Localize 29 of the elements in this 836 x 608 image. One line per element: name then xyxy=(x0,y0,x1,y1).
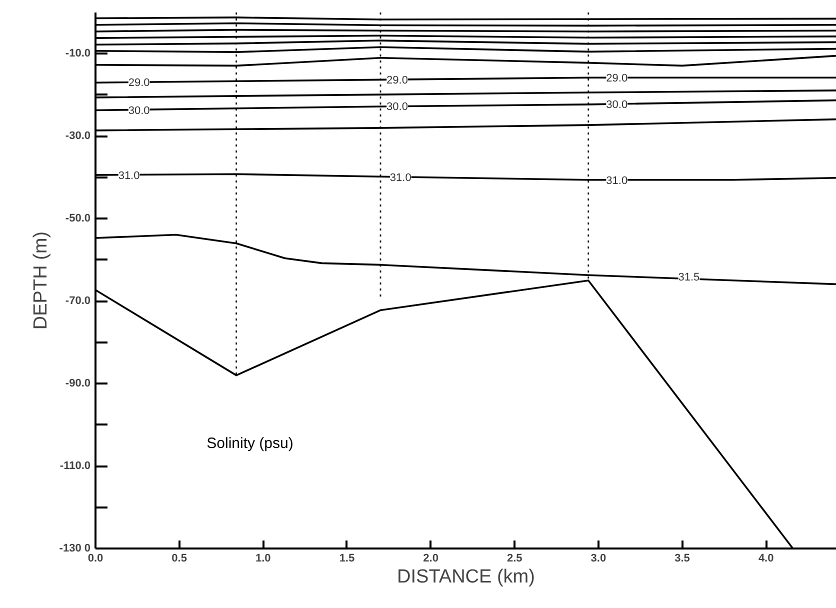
annotation: 31.0 xyxy=(390,172,412,184)
y-tick-label: -30.0 xyxy=(65,130,91,142)
x-tick-label: 1.5 xyxy=(339,552,355,564)
annotation: 29.0 xyxy=(386,74,408,86)
x-tick-label: 3.0 xyxy=(590,552,606,564)
annotation: 31.0 xyxy=(118,170,140,182)
x-tick-label: 2.5 xyxy=(506,552,522,564)
x-tick-label: 2.0 xyxy=(423,552,438,564)
x-tick-label: 3.5 xyxy=(674,552,690,564)
x-tick-label: 0.5 xyxy=(172,552,187,564)
annotation: 30.0 xyxy=(606,99,628,112)
y-tick-label: -10.0 xyxy=(65,48,91,60)
x-tick-label: 4.0 xyxy=(758,552,774,564)
y-tick-label: -130 0 xyxy=(59,542,91,554)
y-axis-title: DEPTH (m) xyxy=(30,231,52,330)
annotation: 30.0 xyxy=(128,104,150,117)
annotation: 29.0 xyxy=(606,72,628,85)
y-tick-label: -70.0 xyxy=(65,295,91,308)
x-axis-title: DISTANCE (km) xyxy=(397,566,535,588)
annotation: 29.0 xyxy=(128,77,150,90)
annotation: 31.0 xyxy=(606,174,628,187)
x-tick-label: 0.0 xyxy=(88,552,104,564)
y-tick-label: -90.0 xyxy=(65,378,91,390)
annotation: Solinity (psu) xyxy=(206,435,294,452)
annotation: 31.5 xyxy=(678,271,700,284)
y-tick-label: -50.0 xyxy=(65,212,91,225)
x-tick-label: 1.0 xyxy=(256,552,271,564)
annotation: 30.0 xyxy=(386,101,408,114)
y-tick-label: -110.0 xyxy=(60,460,91,472)
